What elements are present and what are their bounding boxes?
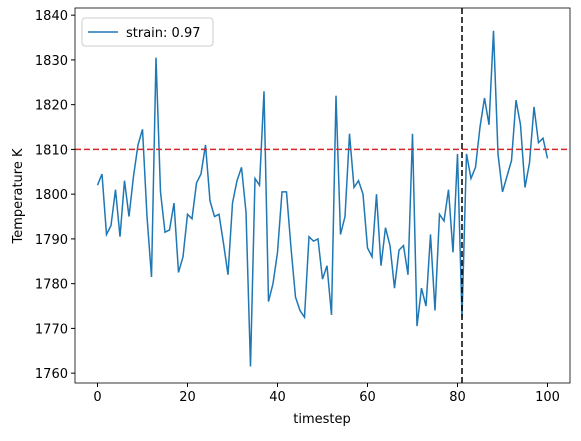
y-tick-label: 1790 bbox=[35, 233, 68, 248]
y-tick-label: 1830 bbox=[35, 54, 68, 69]
x-tick-label: 20 bbox=[179, 390, 196, 405]
legend-label: strain: 0.97 bbox=[126, 26, 201, 41]
y-tick-label: 1780 bbox=[35, 278, 68, 293]
x-tick-label: 60 bbox=[359, 390, 376, 405]
plot-frame bbox=[74, 7, 571, 384]
y-tick-label: 1760 bbox=[35, 367, 68, 382]
x-tick-label: 0 bbox=[93, 390, 101, 405]
y-tick-label: 1810 bbox=[35, 143, 68, 158]
x-tick-label: 80 bbox=[449, 390, 466, 405]
y-tick-label: 1840 bbox=[35, 9, 68, 24]
y-tick-label: 1820 bbox=[35, 99, 68, 114]
x-tick-label: 40 bbox=[269, 390, 286, 405]
x-axis-label: timestep bbox=[293, 412, 351, 427]
y-tick-label: 1770 bbox=[35, 322, 68, 337]
x-tick-label: 100 bbox=[535, 390, 560, 405]
data-line bbox=[96, 30, 549, 367]
y-axis-label: Temperature K bbox=[11, 148, 26, 244]
y-tick-label: 1800 bbox=[35, 188, 68, 203]
legend-box bbox=[81, 17, 214, 47]
